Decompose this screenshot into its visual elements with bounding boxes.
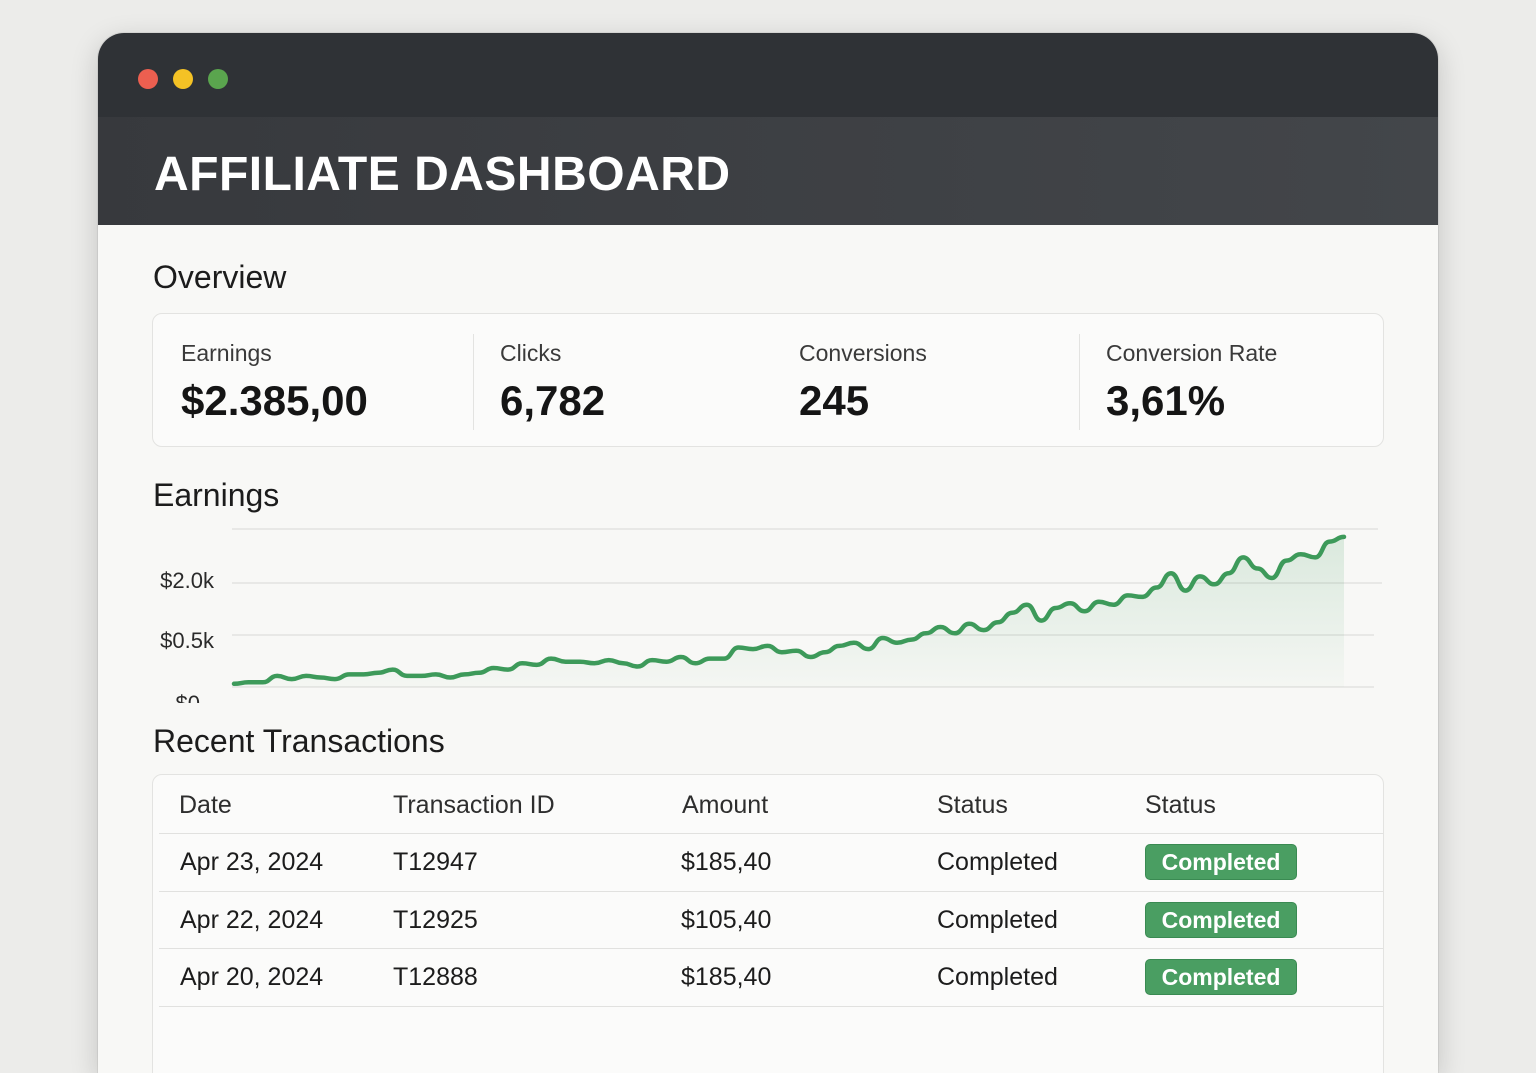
minimize-window-button[interactable] [173, 69, 193, 89]
stat-value: 6,782 [500, 377, 606, 424]
cell-date: Apr 23, 2024 [180, 848, 324, 876]
maximize-window-button[interactable] [208, 69, 228, 89]
stat-value: $2.385,00 [181, 377, 368, 424]
stat-label: Conversions [799, 340, 927, 366]
cell-amount: $185,40 [681, 848, 772, 876]
cell-transaction-id: T12947 [393, 848, 478, 876]
overview-card: Earnings $2.385,00 Clicks 6,782 Conversi… [152, 313, 1384, 447]
table-row[interactable]: Apr 23, 2024 T12947 $185,40 Completed Co… [153, 834, 1383, 891]
stat-earnings: Earnings $2.385,00 [181, 340, 368, 425]
cell-date: Apr 22, 2024 [180, 906, 324, 934]
stat-conversion-rate: Conversion Rate 3,61% [1106, 340, 1277, 425]
transactions-heading: Recent Transactions [153, 723, 445, 759]
earnings-chart-svg: $2.0k $0.5k $0 [160, 528, 1382, 703]
column-header-status: Status [937, 791, 1008, 819]
earnings-area [234, 536, 1344, 687]
stat-divider [473, 334, 474, 430]
cell-amount: $185,40 [681, 963, 772, 991]
app-window: AFFILIATE DASHBOARD Overview Earnings $2… [98, 33, 1438, 1073]
row-divider [159, 833, 1383, 834]
row-divider [159, 891, 1383, 892]
cell-transaction-id: T12888 [393, 963, 478, 991]
stat-conversions: Conversions 245 [799, 340, 927, 425]
cell-date: Apr 20, 2024 [180, 963, 324, 991]
stat-label: Conversion Rate [1106, 340, 1278, 366]
overview-heading: Overview [153, 259, 287, 295]
row-divider [159, 948, 1383, 949]
stat-clicks: Clicks 6,782 [500, 340, 605, 425]
close-window-button[interactable] [138, 69, 158, 89]
earnings-line [231, 534, 1347, 687]
stat-divider [1079, 334, 1080, 430]
earnings-chart: $2.0k $0.5k $0 [98, 503, 1438, 703]
table-row[interactable]: Apr 20, 2024 T12888 $185,40 Completed Co… [153, 949, 1383, 1006]
stat-label: Clicks [500, 340, 562, 366]
stat-value: 3,61% [1106, 377, 1226, 424]
earnings-heading: Earnings [153, 477, 280, 513]
row-divider [159, 1006, 1383, 1007]
column-header-status-badge: Status [1145, 791, 1216, 819]
app-header: AFFILIATE DASHBOARD [98, 117, 1438, 225]
column-header-date: Date [179, 791, 232, 819]
stat-value: 245 [799, 377, 870, 424]
stat-label: Earnings [181, 340, 272, 366]
cell-amount: $105,40 [681, 906, 772, 934]
column-header-transaction-id: Transaction ID [393, 791, 555, 819]
window-titlebar [98, 33, 1438, 117]
cell-transaction-id: T12925 [393, 906, 478, 934]
column-header-amount: Amount [682, 791, 769, 819]
page-title: AFFILIATE DASHBOARD [154, 148, 731, 201]
cell-status: Completed [937, 906, 1058, 934]
y-tick-label: $0.5k [160, 628, 215, 653]
transactions-table: Date Transaction ID Amount Status Status… [152, 774, 1384, 1073]
y-tick-label: $2.0k [160, 568, 215, 593]
status-badge: Completed [1145, 844, 1297, 880]
y-tick-label: $0 [176, 691, 200, 703]
cell-status: Completed [937, 963, 1058, 991]
table-row[interactable]: Apr 22, 2024 T12925 $105,40 Completed Co… [153, 892, 1383, 949]
status-badge: Completed [1145, 902, 1297, 938]
cell-status: Completed [937, 848, 1058, 876]
status-badge: Completed [1145, 959, 1297, 995]
